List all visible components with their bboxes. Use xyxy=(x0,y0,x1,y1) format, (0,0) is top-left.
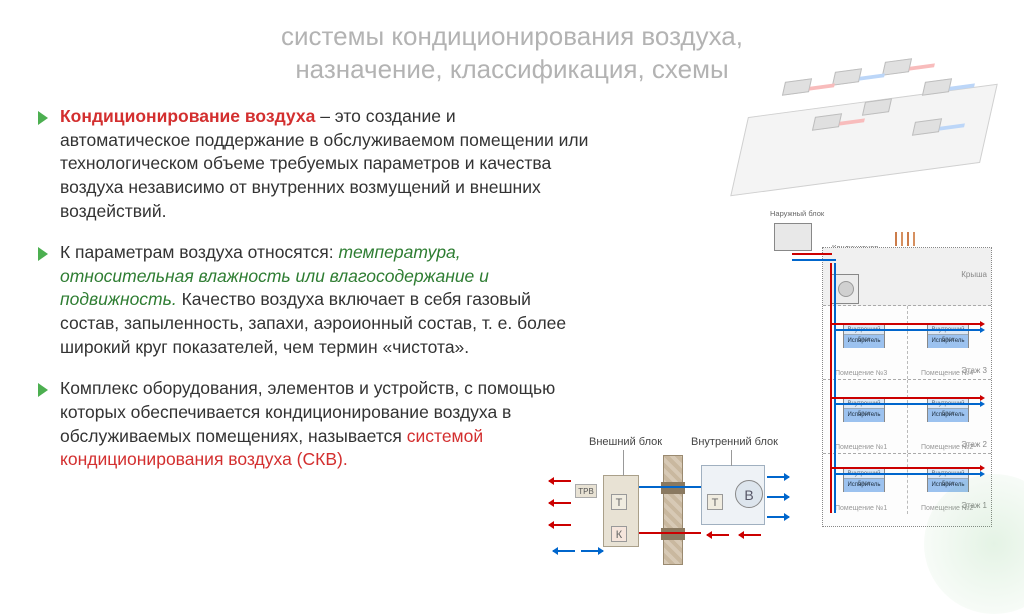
pipe-cold xyxy=(639,486,701,488)
air-arrow-red xyxy=(707,534,729,536)
indoor-unit-icon: Внутренний блок Испаритель xyxy=(843,324,885,348)
bullet-item: Комплекс оборудования, элементов и устро… xyxy=(38,377,590,472)
indoor-unit-icon: Внутренний блок Испаритель xyxy=(927,324,969,348)
outdoor-label: Внешний блок xyxy=(589,436,662,448)
arrow-cold xyxy=(980,401,985,407)
airflow-red xyxy=(809,83,835,90)
roof: Крыша xyxy=(823,248,991,306)
term-highlight: Кондиционирование воздуха xyxy=(60,106,315,126)
indoor-unit-icon: Внутренний блок Испаритель xyxy=(927,398,969,422)
branch-cold xyxy=(834,403,980,405)
unit-body-label: Испаритель xyxy=(844,409,884,422)
exhaust-vane xyxy=(907,232,909,246)
branch-hot xyxy=(830,467,980,469)
outdoor-block-icon xyxy=(774,223,812,251)
floor-label: Этаж 3 xyxy=(961,366,987,375)
floor: Внутренний блок Испаритель Внутренний бл… xyxy=(823,380,991,454)
branch-hot xyxy=(792,253,832,255)
branch-hot xyxy=(830,397,980,399)
divider xyxy=(907,454,908,514)
roof-label: Крыша xyxy=(961,270,987,279)
air-arrow-blue xyxy=(767,476,789,478)
riser-cold xyxy=(834,263,836,513)
k-label: К xyxy=(611,526,627,542)
bullet-item: К параметрам воздуха относятся: температ… xyxy=(38,241,590,359)
riser-hot xyxy=(830,263,832,513)
unit-body-label: Испаритель xyxy=(844,479,884,492)
fan-label: В xyxy=(735,480,763,508)
iso-floor xyxy=(730,84,998,197)
t-label: Т xyxy=(611,494,627,510)
wall-icon xyxy=(663,455,683,565)
room-label: Помещение №1 xyxy=(835,444,887,451)
air-arrow-red xyxy=(549,524,571,526)
divider xyxy=(907,380,908,453)
bullet-list: Кондиционирование воздуха – это создание… xyxy=(30,105,590,472)
unit-body-label: Испаритель xyxy=(928,409,968,422)
room-label: Помещение №1 xyxy=(835,505,887,512)
room-label: Помещение №3 xyxy=(835,370,887,377)
split-system-diagram: Внешний блок Внутренний блок ТРВ Т К В Т xyxy=(543,430,788,570)
air-arrow-red xyxy=(549,502,571,504)
pointer-line xyxy=(731,450,732,466)
pointer-line xyxy=(623,450,624,476)
bullet-arrow-icon xyxy=(38,247,48,261)
branch-hot xyxy=(830,323,980,325)
bullet-text: К параметрам воздуха относятся: температ… xyxy=(60,241,590,359)
branch-cold xyxy=(834,329,980,331)
trv-label: ТРВ xyxy=(575,484,597,498)
outdoor-label: Наружный блок xyxy=(770,209,824,218)
floor: Внутренний блок Испаритель Внутренний бл… xyxy=(823,306,991,380)
air-arrow-red xyxy=(739,534,761,536)
floor-label: Этаж 2 xyxy=(961,440,987,449)
air-arrow-blue xyxy=(581,550,603,552)
ac-unit-icon xyxy=(782,78,812,95)
branch-cold xyxy=(834,473,980,475)
pipe-hot xyxy=(639,532,701,534)
air-arrow-blue xyxy=(767,496,789,498)
divider xyxy=(907,306,908,379)
exhaust-vane xyxy=(895,232,897,246)
title-line-1: системы кондиционирования воздуха, xyxy=(281,21,743,51)
wall-penetration xyxy=(661,528,685,540)
office-iso-illustration xyxy=(724,20,1004,190)
bullet-text: Кондиционирование воздуха – это создание… xyxy=(60,105,590,223)
bullet-item: Кондиционирование воздуха – это создание… xyxy=(38,105,590,223)
wall-penetration xyxy=(661,482,685,494)
arrow-cold xyxy=(980,327,985,333)
indoor-unit-icon: Внутренний блок Испаритель xyxy=(843,398,885,422)
branch-cold xyxy=(792,259,836,261)
bullet-arrow-icon xyxy=(38,383,48,397)
bullet-text: Комплекс оборудования, элементов и устро… xyxy=(60,377,590,472)
air-arrow-blue xyxy=(767,516,789,518)
air-arrow-red xyxy=(549,480,571,482)
bullet-lead: К параметрам воздуха относятся: xyxy=(60,242,338,262)
exhaust-vane xyxy=(901,232,903,246)
air-arrow-blue xyxy=(553,550,575,552)
unit-body-label: Испаритель xyxy=(928,335,968,348)
ac-unit-icon xyxy=(882,58,912,75)
slide: системы кондиционирования воздуха, назна… xyxy=(0,0,1024,574)
airflow-red xyxy=(909,63,935,70)
indoor-unit-icon: Внутренний блок Испаритель xyxy=(843,468,885,492)
unit-body-label: Испаритель xyxy=(844,335,884,348)
t-label: Т xyxy=(707,494,723,510)
exhaust-vane xyxy=(913,232,915,246)
airflow-blue xyxy=(859,73,885,80)
ac-unit-icon xyxy=(832,68,862,85)
indoor-label: Внутренний блок xyxy=(691,436,778,448)
title-line-2: назначение, классификация, схемы xyxy=(295,54,728,84)
bullet-arrow-icon xyxy=(38,111,48,125)
